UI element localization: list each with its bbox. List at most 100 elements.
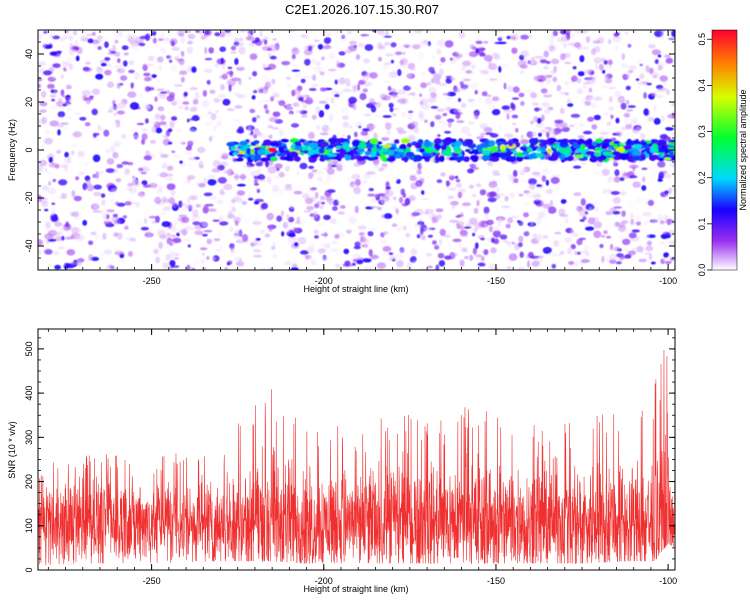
heatmap-cell (298, 96, 304, 102)
heatmap-cell (346, 123, 354, 129)
heatmap-cell (187, 33, 196, 40)
heatmap-cell (49, 34, 54, 39)
heatmap-cell (169, 231, 174, 235)
heatmap-cell (286, 84, 291, 87)
heatmap-band-cell (639, 153, 646, 157)
heatmap-band-cell (253, 140, 260, 145)
heatmap-band-cell (232, 152, 239, 156)
heatmap-cell (80, 35, 89, 41)
heatmap-cell (492, 96, 500, 102)
heatmap-cell (179, 206, 188, 213)
heatmap-cell (38, 159, 48, 167)
heatmap-cell (54, 221, 63, 227)
heatmap-cell (643, 108, 649, 116)
heatmap-cell (272, 253, 278, 259)
heatmap-cell (419, 100, 424, 106)
heatmap-cell (456, 120, 465, 124)
heatmap-cell (256, 169, 262, 173)
heatmap-cell (494, 267, 499, 270)
heatmap-cell (574, 30, 582, 35)
heatmap-cell (252, 71, 258, 77)
heatmap-band-cell (669, 150, 674, 157)
heatmap-cell (111, 188, 119, 193)
heatmap-cell (511, 97, 520, 100)
heatmap-cell (146, 200, 153, 203)
heatmap-band-cell (423, 153, 433, 157)
heatmap-cell (274, 163, 283, 169)
heatmap-cell (104, 41, 109, 48)
heatmap-cell (656, 251, 666, 257)
heatmap-cell (663, 54, 671, 58)
heatmap-cell (249, 108, 256, 114)
heatmap-cell (57, 97, 63, 104)
heatmap-cell (423, 226, 432, 235)
heatmap-cell (326, 127, 332, 134)
heatmap-band-cell (242, 144, 248, 150)
heatmap-cell (220, 191, 225, 195)
heatmap-band-cell (345, 151, 354, 156)
heatmap-cell (107, 81, 114, 88)
heatmap-cell (307, 45, 313, 52)
heatmap-band-cell (632, 156, 641, 161)
heatmap-cell (116, 100, 125, 103)
heatmap-cell (542, 203, 551, 209)
heatmap-cell (467, 168, 475, 174)
heatmap-band-cell (451, 138, 457, 143)
heatmap-cell (128, 69, 135, 74)
heatmap-cell (172, 220, 178, 226)
heatmap-cell (402, 225, 407, 231)
heatmap-cell (651, 49, 661, 56)
heatmap-cell (311, 180, 316, 186)
heatmap-cell (316, 124, 320, 130)
heatmap-cell (400, 58, 408, 66)
heatmap-cell (486, 191, 495, 198)
heatmap-cell (530, 50, 537, 59)
heatmap-cell (258, 123, 263, 129)
heatmap-cell (149, 54, 155, 61)
heatmap-cell (197, 146, 206, 154)
heatmap-cell (231, 248, 237, 254)
heatmap-cell (182, 101, 190, 105)
heatmap-cell (408, 195, 416, 202)
heatmap-cell (236, 94, 246, 99)
heatmap-cell (183, 91, 188, 97)
heatmap-cell (573, 192, 582, 196)
heatmap-cell (349, 89, 358, 93)
heatmap-band-cell (568, 139, 579, 143)
heatmap-cell (43, 248, 53, 256)
heatmap-cell (475, 242, 479, 249)
heatmap-cell (367, 231, 374, 237)
heatmap-cell (179, 160, 183, 164)
heatmap-cell (396, 252, 404, 260)
heatmap-cell (613, 176, 621, 183)
heatmap-cell (438, 63, 443, 66)
heatmap-cell (653, 117, 661, 125)
heatmap-cell (622, 238, 631, 245)
heatmap-cell (123, 60, 128, 67)
heatmap-band-cell (543, 139, 550, 145)
heatmap-cell (614, 90, 621, 97)
heatmap-cell (307, 242, 316, 247)
heatmap-cell (497, 41, 507, 45)
heatmap-cell (611, 246, 617, 252)
heatmap-cell (646, 82, 652, 86)
heatmap-cell (266, 212, 274, 221)
heatmap-cell (603, 60, 608, 65)
heatmap-band-cell (490, 146, 499, 152)
heatmap-cell (323, 37, 332, 44)
heatmap-band-cell (633, 144, 643, 149)
heatmap-cell (62, 95, 66, 98)
colorbar-tick-label: 0.4 (697, 79, 707, 92)
heatmap-cell (61, 235, 65, 241)
heatmap-cell (117, 58, 121, 64)
heatmap-cell (169, 120, 175, 128)
heatmap-cell (369, 72, 378, 79)
heatmap-band-cell (585, 151, 595, 156)
heatmap-cell (296, 216, 301, 224)
heatmap-cell (545, 189, 554, 194)
heatmap-cell (578, 209, 588, 217)
heatmap-cell (308, 172, 314, 179)
heatmap-cell (554, 119, 564, 124)
heatmap-cell (70, 261, 78, 266)
heatmap-cell (349, 40, 357, 45)
